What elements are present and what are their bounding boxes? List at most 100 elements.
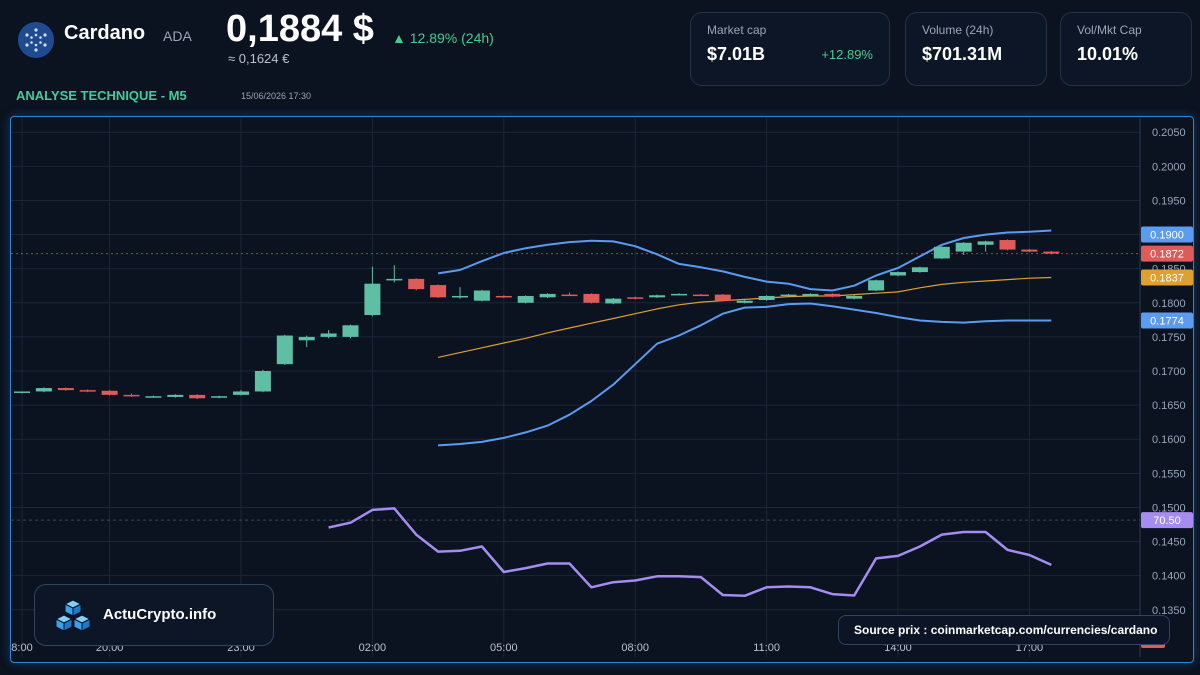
candle [561,292,578,297]
bollinger-bands [437,229,1052,447]
candle [758,295,775,301]
price-change-24h: ▲ 12.89% (24h) [392,30,494,46]
candle-body [561,294,578,297]
candle [649,294,666,299]
candle-body [167,394,184,397]
candle [452,287,468,299]
candle-body [1043,251,1060,254]
price-tick-label: 0.2050 [1152,127,1186,139]
candle-body [627,297,644,299]
candle-body [495,295,512,298]
price-tick-label: 0.1450 [1152,537,1186,549]
candle-body [101,390,118,395]
market-cap-value: $7.01B [707,44,766,64]
candle [79,389,96,393]
candle [211,395,228,399]
candle-body [999,240,1016,250]
price-label-box [1141,245,1193,262]
price-eur: ≈ 0,1624 € [228,51,290,66]
candle [539,293,556,299]
candle-body [35,388,52,392]
candle [846,295,863,300]
candle [254,369,271,393]
candle [517,295,534,304]
rsi-label-text: 70.50 [1153,515,1181,527]
chart-datetime: 15/06/2026 17:30 [241,91,312,101]
candle [627,296,644,300]
candle [364,266,381,317]
candle [35,387,52,393]
candle-body [977,241,994,245]
price-tick-label: 0.1400 [1152,571,1186,583]
price-tick-label: 0.1350 [1152,605,1186,617]
market-cap-label: Market cap [707,23,767,37]
candle-body [583,293,600,303]
candle [692,293,709,297]
source-badge[interactable]: Source prix : coinmarketcap.com/currenci… [838,615,1170,645]
candle [167,394,184,398]
candle [1021,248,1038,253]
price-label-text: 0.1837 [1150,273,1184,285]
candle-body [911,267,928,273]
candle [408,278,425,291]
candle [276,334,293,365]
candle [999,239,1016,251]
candle-body [605,298,622,304]
candle-body [320,333,337,337]
candle-body [824,293,841,297]
candle-body [430,285,447,298]
candle-body [890,272,906,276]
candle [495,295,512,299]
candle [824,293,841,298]
current-price: 0,1884 $ [226,8,374,50]
candle [101,390,118,396]
candle [671,293,687,296]
candle-body [473,290,490,301]
candle [386,265,403,283]
candle [890,271,906,277]
volume-card: Volume (24h) $701.31M [905,12,1047,86]
price-tick-label: 0.2000 [1152,161,1186,173]
vol-mkt-card: Vol/Mkt Cap 10.01% [1060,12,1192,86]
candle-body [736,300,753,303]
cubes-logo-icon [54,599,92,632]
candle [14,391,30,394]
candle [189,394,206,399]
candle [802,293,819,297]
price-label-box [1141,226,1193,243]
volume-value: $701.31M [922,44,1003,64]
candle-body [386,278,403,281]
candle-body [233,391,249,395]
price-tick-label: 0.1750 [1152,332,1186,344]
coin-name: Cardano [64,22,146,44]
price-label-box [1141,269,1193,286]
candle-body [145,396,162,398]
price-tick-label: 0.1550 [1152,468,1186,480]
vol-mkt-value: 10.01% [1077,44,1139,64]
price-label-box [1141,312,1193,329]
candle-body [189,394,206,399]
candle-body [408,278,425,290]
time-tick-label: 05:00 [490,642,518,654]
vol-mkt-label: Vol/Mkt Cap [1077,23,1142,37]
candle [583,293,600,304]
candle [1043,250,1060,255]
candle [605,298,622,305]
price-axis: 0.20500.20000.19500.19000.18500.18000.17… [1152,127,1186,617]
candle-body [933,246,950,259]
brand-badge[interactable]: ActuCrypto.info [34,584,274,646]
volume-label: Volume (24h) [922,23,994,37]
candle [977,240,994,252]
candle [780,293,797,297]
price-label-text: 0.1900 [1150,230,1184,242]
candle-body [955,242,972,252]
candle-body [692,294,709,297]
candle [298,335,315,348]
candle-body [276,335,293,365]
candle [911,266,928,273]
price-tick-label: 0.1700 [1152,366,1186,378]
candle-body [1021,249,1038,252]
moving-average-line [437,276,1052,358]
candlesticks [14,239,1060,399]
